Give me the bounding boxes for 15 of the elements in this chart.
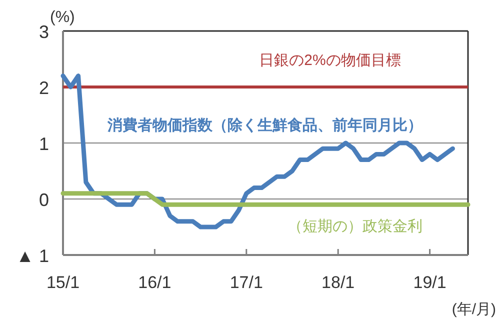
x-axis-title: (年/月) <box>452 301 496 318</box>
y-tick-label: 1 <box>38 134 49 154</box>
series-label: （短期の）政策金利 <box>288 218 422 235</box>
y-tick-label: 0 <box>38 190 49 210</box>
y-tick-label: 2 <box>38 78 49 98</box>
x-tick-label: 18/1 <box>322 273 355 292</box>
y-tick-label: 3 <box>38 22 49 42</box>
x-tick-label: 17/1 <box>230 273 263 292</box>
y-axis-title: (%) <box>50 9 75 26</box>
x-tick-label: 16/1 <box>138 273 172 292</box>
y-tick-label: ▲ 1 <box>16 246 49 266</box>
x-tick-label: 15/1 <box>46 273 80 292</box>
series-label: 消費者物価指数（除く生鮮食品、前年同月比） <box>106 117 422 134</box>
ref-line-label: 日銀の2%の物価目標 <box>259 52 401 69</box>
x-tick-label: 19/1 <box>413 273 446 292</box>
